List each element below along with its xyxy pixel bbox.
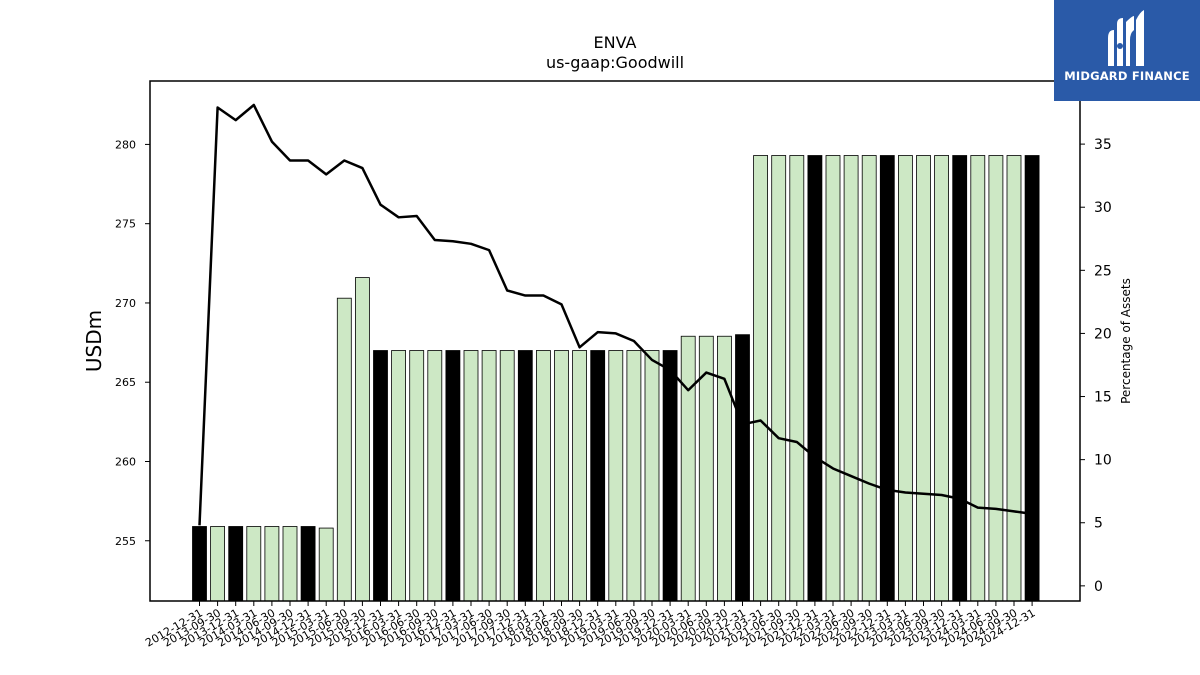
bar	[427, 350, 443, 602]
bar	[373, 350, 388, 602]
right-tick-label: 20	[1094, 326, 1112, 342]
bar	[608, 350, 624, 602]
bar	[282, 526, 298, 602]
bar	[210, 526, 226, 602]
percentage-line	[198, 103, 1033, 526]
y-axis-label: USDm	[82, 310, 106, 372]
bar	[228, 526, 244, 602]
bar	[988, 155, 1004, 602]
bar	[970, 155, 986, 602]
bar	[825, 155, 841, 602]
bar	[481, 350, 497, 602]
brand-logo: MIDGARD FINANCE	[1054, 0, 1200, 101]
bar	[807, 155, 823, 602]
bar	[861, 155, 877, 602]
bar	[336, 297, 352, 602]
bar	[590, 350, 606, 602]
bar	[1006, 155, 1022, 602]
right-tick-label: 10	[1094, 453, 1112, 469]
plot-frame	[149, 80, 1081, 602]
bar	[735, 334, 750, 602]
y2-axis-label: Percentage of Assets	[1119, 278, 1133, 404]
left-tick-label: 255	[115, 535, 136, 548]
bar	[771, 155, 787, 602]
bar	[934, 155, 949, 602]
bar	[644, 350, 660, 602]
bar	[391, 350, 407, 602]
bar	[554, 350, 569, 602]
bar	[517, 350, 533, 602]
left-tick-label: 270	[115, 297, 136, 310]
bar	[300, 526, 316, 602]
bar	[680, 335, 696, 602]
bar-series	[192, 155, 1040, 602]
left-tick-label: 280	[115, 138, 136, 151]
right-tick-label: 30	[1094, 200, 1112, 216]
bar	[879, 155, 895, 602]
bar	[789, 155, 805, 602]
chart-title: ENVA	[594, 33, 637, 52]
right-tick-label: 0	[1094, 579, 1103, 595]
bar	[246, 526, 262, 602]
bar	[409, 350, 425, 602]
bar	[952, 155, 968, 602]
bar	[445, 350, 461, 602]
bar	[1024, 155, 1040, 602]
left-tick-label: 265	[115, 376, 136, 389]
percentage-line-series	[198, 103, 1033, 526]
bar	[499, 350, 515, 602]
right-tick-label: 15	[1094, 390, 1112, 406]
left-tick-label: 275	[115, 218, 136, 231]
bar	[662, 350, 678, 602]
bar	[898, 155, 913, 602]
chart-subtitle: us-gaap:Goodwill	[546, 53, 684, 72]
bar	[192, 526, 207, 602]
x-axis: 2012-12-312013-09-302013-12-312014-03-31…	[143, 601, 1038, 650]
right-tick-label: 35	[1094, 137, 1112, 153]
bar	[916, 155, 931, 602]
bar	[264, 526, 280, 602]
bar	[463, 350, 479, 602]
bar	[843, 155, 859, 602]
bar	[753, 155, 768, 602]
bar	[536, 350, 551, 602]
right-axis: 0 5 10 15 20 25 30 35	[1080, 137, 1112, 595]
right-tick-label: 25	[1094, 263, 1112, 279]
bar	[318, 527, 334, 602]
left-tick-label: 260	[115, 455, 136, 468]
left-axis: 255 260 265 270 275 280	[115, 138, 150, 548]
bar	[626, 350, 642, 602]
brand-name: MIDGARD FINANCE	[1064, 69, 1190, 83]
bar	[354, 277, 370, 602]
midgard-m-logo-icon	[1108, 10, 1144, 66]
bar	[572, 350, 587, 602]
right-tick-label: 5	[1094, 516, 1103, 532]
